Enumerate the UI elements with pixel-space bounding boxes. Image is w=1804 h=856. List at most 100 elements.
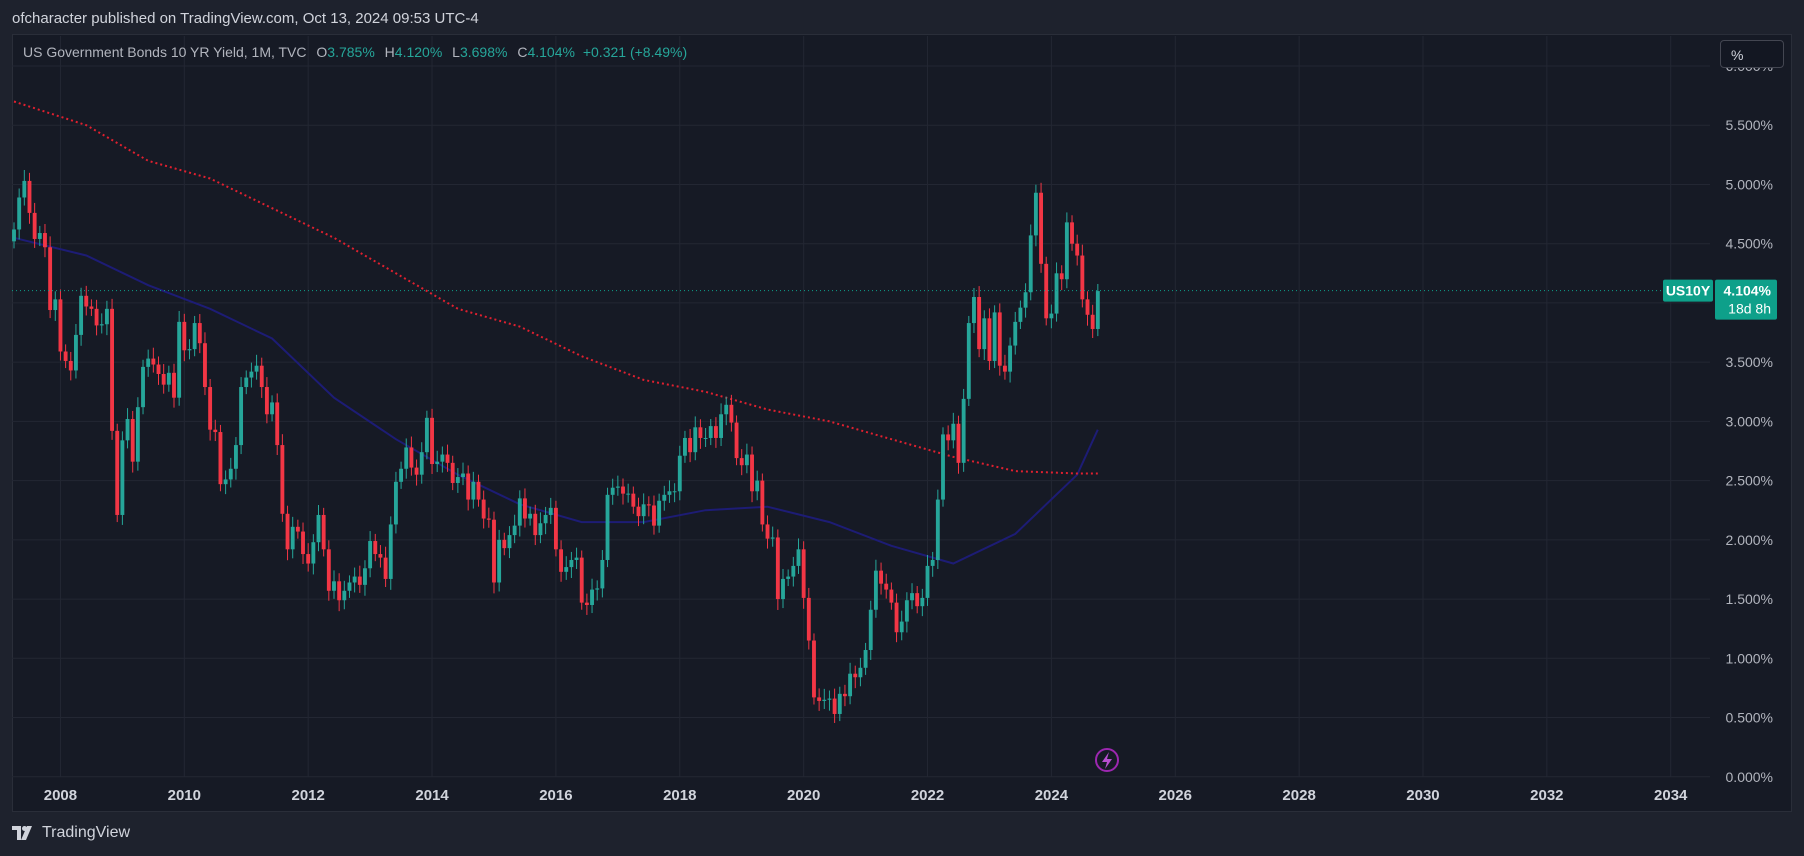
candle-body bbox=[837, 693, 842, 714]
brand-footer[interactable]: TradingView bbox=[12, 824, 130, 842]
x-tick-label: 2012 bbox=[291, 787, 324, 804]
candle-body bbox=[605, 494, 610, 560]
candle-body bbox=[1054, 273, 1059, 314]
candle-body bbox=[497, 539, 502, 583]
candle-body bbox=[388, 524, 393, 579]
grid bbox=[12, 36, 1710, 778]
candle-body bbox=[244, 377, 249, 388]
candle-body bbox=[332, 581, 336, 591]
candle-body bbox=[125, 419, 130, 441]
candle-body bbox=[822, 699, 827, 701]
candle-body bbox=[295, 526, 300, 532]
candle-body bbox=[223, 479, 228, 485]
y-tick-label: 3.500% bbox=[1726, 354, 1773, 370]
candle-body bbox=[739, 458, 744, 466]
candle-body bbox=[404, 447, 409, 469]
lightning-icon[interactable] bbox=[1095, 748, 1119, 772]
candle-body bbox=[507, 535, 512, 549]
candle-body bbox=[172, 372, 176, 398]
y-tick-label: 0.500% bbox=[1726, 710, 1773, 726]
candle-body bbox=[32, 212, 37, 239]
candle-body bbox=[1033, 192, 1038, 236]
candle-body bbox=[796, 549, 801, 566]
candle-body bbox=[920, 597, 925, 607]
candle-body bbox=[1002, 365, 1007, 372]
candle-body bbox=[1070, 222, 1074, 244]
candle-body bbox=[94, 308, 99, 326]
candle-body bbox=[853, 673, 858, 678]
candle-body bbox=[259, 365, 264, 388]
candle-body bbox=[538, 523, 543, 536]
candle-body bbox=[662, 494, 667, 501]
x-tick-label: 2026 bbox=[1159, 787, 1192, 804]
x-tick-label: 2032 bbox=[1530, 787, 1563, 804]
candle-body bbox=[1028, 235, 1033, 293]
candle-body bbox=[264, 387, 269, 415]
candle-body bbox=[858, 667, 863, 678]
candle-body bbox=[765, 524, 770, 539]
candle-body bbox=[631, 493, 636, 507]
candle-body bbox=[239, 387, 244, 446]
candle-body bbox=[115, 430, 120, 515]
candle-body bbox=[827, 698, 832, 700]
candle-body bbox=[641, 504, 646, 517]
candle-body bbox=[1080, 255, 1085, 300]
candle-body bbox=[744, 454, 749, 466]
candle-body bbox=[393, 481, 398, 525]
candle-body bbox=[683, 437, 687, 456]
candle-body bbox=[326, 549, 331, 591]
candle-body bbox=[693, 427, 698, 453]
x-tick-label: 2018 bbox=[663, 787, 696, 804]
candle-body bbox=[1013, 321, 1018, 346]
candle-body bbox=[992, 312, 997, 361]
candle-body bbox=[79, 295, 84, 335]
candle-body bbox=[419, 452, 424, 475]
candle-body bbox=[450, 462, 455, 483]
candle-body bbox=[523, 498, 527, 519]
candle-body bbox=[548, 507, 553, 515]
candle-body bbox=[1039, 192, 1043, 264]
candle-body bbox=[135, 407, 140, 462]
candle-body bbox=[254, 365, 259, 372]
candle-body bbox=[43, 233, 47, 248]
candle-body bbox=[53, 299, 58, 311]
unit-selector[interactable]: % bbox=[1720, 40, 1784, 68]
candle-body bbox=[486, 518, 491, 520]
last-price-tag: US10Y 4.104% 18d 8h bbox=[1663, 279, 1777, 320]
candle-body bbox=[409, 447, 414, 468]
candle-body bbox=[1059, 273, 1064, 280]
low-label: L bbox=[452, 44, 460, 60]
candle-body bbox=[316, 514, 321, 543]
candle-body bbox=[590, 589, 594, 605]
x-tick-label: 2024 bbox=[1035, 787, 1069, 804]
candle-body bbox=[843, 693, 847, 697]
candle-body bbox=[414, 467, 419, 475]
candle-body bbox=[910, 593, 914, 601]
candle-body bbox=[559, 549, 564, 572]
candle-body bbox=[99, 324, 104, 326]
candle-body bbox=[1075, 243, 1080, 256]
candle-body bbox=[925, 565, 930, 598]
candle-body bbox=[73, 334, 78, 371]
candle-body bbox=[285, 513, 290, 550]
publisher-line: ofcharacter published on TradingView.com… bbox=[12, 10, 479, 27]
candle-body bbox=[368, 541, 373, 569]
candle-body bbox=[502, 539, 507, 549]
candle-body bbox=[961, 398, 966, 463]
x-tick-label: 2022 bbox=[911, 787, 944, 804]
candle-body bbox=[110, 308, 114, 431]
y-tick-label: 1.000% bbox=[1726, 650, 1773, 666]
candle-body bbox=[63, 351, 68, 361]
candle-body bbox=[724, 404, 729, 415]
candle-body bbox=[461, 473, 465, 478]
candle-body bbox=[352, 576, 357, 583]
candle-body bbox=[373, 541, 378, 555]
candle-body bbox=[734, 422, 739, 459]
candle-body bbox=[889, 589, 894, 603]
open-value: 3.785% bbox=[327, 44, 375, 60]
candle-body bbox=[492, 519, 496, 583]
candle-body bbox=[677, 455, 682, 492]
candle-body bbox=[972, 296, 976, 324]
candle-body bbox=[553, 507, 558, 550]
